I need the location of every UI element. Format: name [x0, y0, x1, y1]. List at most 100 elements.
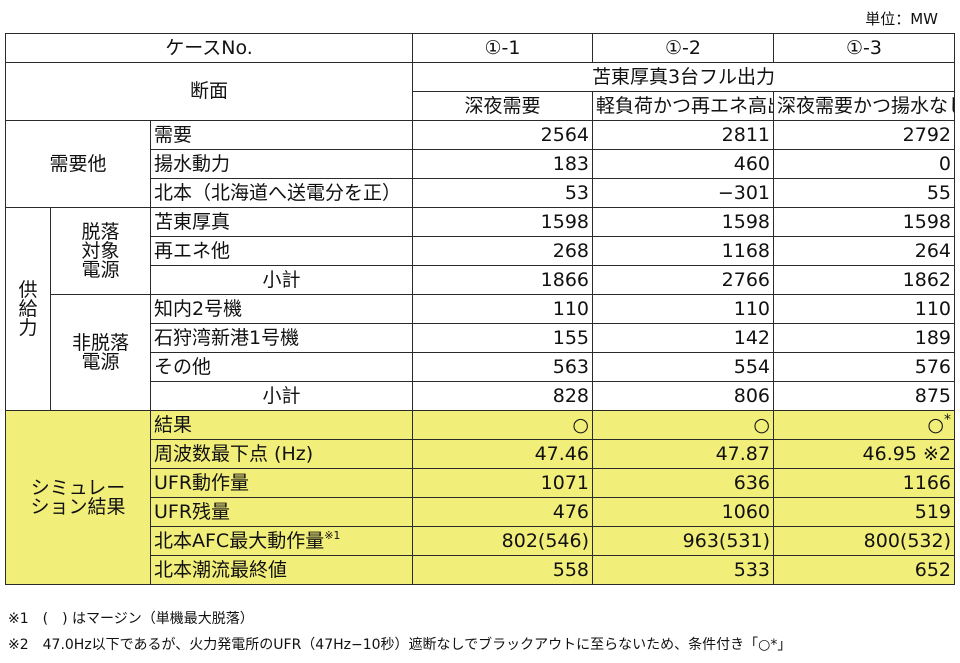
footnote-1: ※1 ( ) はマージン（単機最大脱落） [8, 611, 254, 627]
cell: 110 [412, 294, 593, 324]
group-supply: 供給力 [5, 207, 51, 411]
group-simulation: シミュレーション結果 [5, 410, 151, 585]
cell: 1598 [773, 207, 955, 237]
cell: 554 [592, 352, 774, 382]
table-row-afc-max: 北本AFC最大動作量※1 802(546) 963(531) 800(532) [6, 526, 955, 556]
common-condition: 苫東厚真3台フル出力 [412, 62, 955, 92]
row-label: UFR動作量 [150, 468, 413, 498]
table-row-result: シミュレーション結果 結果 ○ ○ ○* [5, 410, 955, 585]
cell: 806 [592, 381, 774, 411]
case-3: ①-3 [773, 33, 955, 63]
row-label: UFR残量 [150, 497, 413, 527]
cell: 1071 [412, 468, 593, 498]
cell: 875 [773, 381, 955, 411]
table-row-freq-min: 周波数最下点 (Hz) 47.46 47.87 46.95 ※2 [6, 439, 955, 469]
group-trip-target: 脱落対象電源 [50, 207, 151, 295]
cell: 802(546) [412, 526, 593, 556]
conditions-row: 深夜需要 軽負荷かつ再エネ高出力 深夜需要かつ揚水なし [6, 91, 955, 121]
cell: 652 [773, 555, 955, 585]
table-row-pumping: 揚水動力 183 460 0 [6, 149, 955, 179]
footnotes: ※1 ( ) はマージン（単機最大脱落） ※2 47.0Hz以下であるが、火力発… [8, 606, 791, 658]
cell: 155 [412, 323, 593, 353]
condition-3: 深夜需要かつ揚水なし [773, 91, 955, 121]
cell: 1168 [592, 236, 774, 266]
row-label: その他 [150, 352, 413, 382]
table-row-renewable: 再エネ他 268 1168 264 [6, 236, 955, 266]
cell: 563 [412, 352, 593, 382]
cell: 1598 [592, 207, 774, 237]
cell: 110 [592, 294, 774, 324]
group-non-trip-label: 非脱落電源 [71, 331, 129, 373]
row-label: 結果 [150, 410, 413, 440]
cell: 519 [773, 497, 955, 527]
group-simulation-label: シミュレーション結果 [30, 476, 126, 518]
table-row-tomato: 供給力 脱落対象電源 苫東厚真 1598 1598 1598 [5, 207, 955, 411]
row-label: 小計 [150, 381, 413, 411]
cell: ○ [412, 410, 593, 440]
cell: 2766 [592, 265, 774, 295]
case-1: ①-1 [412, 33, 593, 63]
cell: 636 [592, 468, 774, 498]
cell: 558 [412, 555, 593, 585]
cell: 264 [773, 236, 955, 266]
cell: 1598 [412, 207, 593, 237]
cell: 53 [412, 178, 593, 208]
cell: 268 [412, 236, 593, 266]
condition-1: 深夜需要 [412, 91, 593, 121]
section-row: 断面 苫東厚真3台フル出力 [5, 62, 955, 121]
table-row-ufr-action: UFR動作量 1071 636 1166 [6, 468, 955, 498]
table-row-ishikari: 石狩湾新港1号機 155 142 189 [6, 323, 955, 353]
cell: 1866 [412, 265, 593, 295]
unit-label: 単位：MW [865, 10, 938, 28]
row-label: 苫東厚真 [150, 207, 413, 237]
row-label: 小計 [150, 265, 413, 295]
cell: 55 [773, 178, 955, 208]
group-non-trip: 非脱落電源 [50, 294, 151, 411]
table-row-demand: 需要他 需要 2564 2811 2792 [5, 120, 955, 208]
table-row-subtotal-2: 小計 828 806 875 [6, 381, 955, 411]
cell: 189 [773, 323, 955, 353]
cell: 828 [412, 381, 593, 411]
row-label: 再エネ他 [150, 236, 413, 266]
cell: 1166 [773, 468, 955, 498]
cell: 476 [412, 497, 593, 527]
cell-value: ○ [927, 413, 944, 436]
cell: 47.46 [412, 439, 593, 469]
table-row-hvdc: 北本（北海道へ送電分を正） 53 −301 55 [6, 178, 955, 208]
cell: 800(532) [773, 526, 955, 556]
section-label: 断面 [5, 62, 413, 121]
condition-2: 軽負荷かつ再エネ高出力 [592, 91, 774, 121]
row-label: 北本（北海道へ送電分を正） [150, 178, 413, 208]
footnote-2: ※2 47.0Hz以下であるが、火力発電所のUFR（47Hz−10秒）遮断なしで… [8, 637, 792, 653]
cell: 2564 [412, 120, 593, 150]
table-row-subtotal-1: 小計 1866 2766 1862 [6, 265, 955, 295]
row-label: 周波数最下点 (Hz) [150, 439, 413, 469]
cell: 1060 [592, 497, 774, 527]
table-row-others: その他 563 554 576 [6, 352, 955, 382]
cell: 2811 [592, 120, 774, 150]
case-no-label: ケースNo. [5, 33, 413, 63]
cell: 47.87 [592, 439, 774, 469]
cell: ○* [773, 410, 955, 440]
footnote-ref: ※1 [324, 528, 341, 542]
cell: 963(531) [592, 526, 774, 556]
cell: 183 [412, 149, 593, 179]
cell: ○ [592, 410, 774, 440]
cell: 460 [592, 149, 774, 179]
table-row-shiriuchi: 非脱落電源 知内2号機 110 110 110 [6, 294, 955, 411]
cell: 2792 [773, 120, 955, 150]
cell: 46.95 ※2 [773, 439, 955, 469]
cell: 533 [592, 555, 774, 585]
group-demand-other: 需要他 [5, 120, 151, 208]
row-label: 揚水動力 [150, 149, 413, 179]
case-no-row: ケースNo. ①-1 ①-2 ①-3 [5, 33, 955, 63]
case-2: ①-2 [592, 33, 774, 63]
cell: 1862 [773, 265, 955, 295]
cell: 142 [592, 323, 774, 353]
table-row-hvdc-final: 北本潮流最終値 558 533 652 [6, 555, 955, 585]
group-trip-target-label: 脱落対象電源 [81, 220, 120, 281]
row-label: 需要 [150, 120, 413, 150]
cell: −301 [592, 178, 774, 208]
row-label: 知内2号機 [150, 294, 413, 324]
row-label: 北本AFC最大動作量※1 [150, 526, 413, 556]
